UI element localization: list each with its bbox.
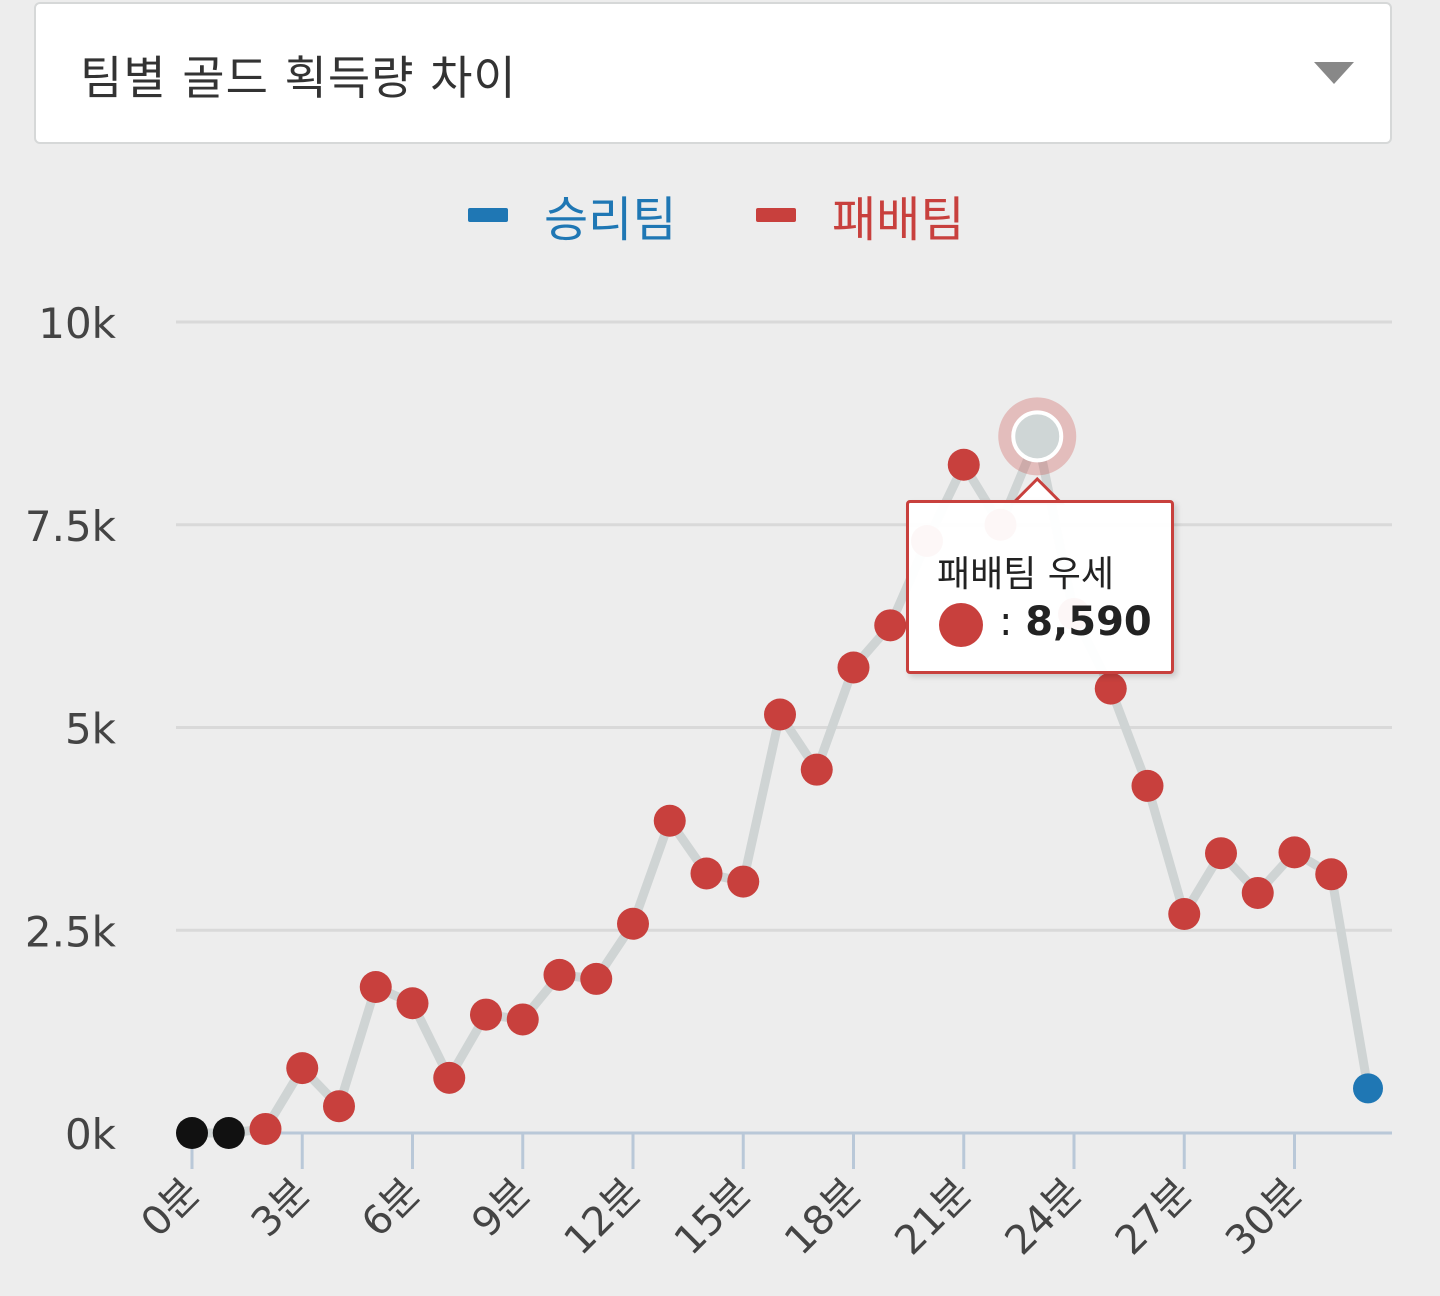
legend-swatch-lose — [756, 208, 796, 222]
data-point[interactable] — [323, 1090, 355, 1123]
data-point[interactable] — [947, 448, 980, 481]
data-point[interactable] — [543, 958, 576, 991]
x-tick-label: 21분 — [886, 1170, 981, 1265]
data-point[interactable] — [1353, 1073, 1383, 1104]
dropdown-selected-label: 팀별 골드 획득량 차이 — [80, 51, 517, 105]
data-point[interactable] — [506, 1003, 539, 1036]
data-point[interactable] — [396, 987, 429, 1020]
tooltip-series-dot — [939, 603, 983, 647]
data-point[interactable] — [359, 971, 392, 1004]
x-tick-label: 6분 — [353, 1170, 430, 1247]
chart-select-dropdown[interactable]: 팀별 골드 획득량 차이 — [34, 2, 1392, 144]
chart-tooltip: 패배팀 우세 : 8,590 — [906, 500, 1174, 674]
data-point[interactable] — [764, 698, 796, 731]
data-point[interactable] — [874, 609, 907, 642]
data-point-hovered[interactable] — [1011, 410, 1064, 463]
x-tick-label: 12분 — [556, 1170, 651, 1265]
x-tick-label: 3분 — [243, 1170, 320, 1247]
x-tick-label: 30분 — [1217, 1170, 1312, 1265]
data-point[interactable] — [433, 1061, 466, 1094]
tooltip-value-row: : 8,590 — [999, 599, 1152, 645]
legend-item-win[interactable]: 승리팀 — [468, 180, 676, 250]
x-tick-label: 15분 — [666, 1170, 761, 1265]
data-point[interactable] — [1278, 836, 1311, 869]
y-tick-label: 10k — [38, 299, 116, 348]
tooltip-value: 8,590 — [1025, 599, 1152, 645]
data-point[interactable] — [1131, 769, 1164, 802]
y-tick-label: 7.5k — [25, 502, 117, 551]
legend-label-lose: 패배팀 — [832, 192, 965, 248]
series-line — [192, 431, 1373, 1138]
data-point[interactable] — [1094, 672, 1127, 705]
chevron-down-icon[interactable] — [1314, 62, 1354, 84]
x-tick-label: 9분 — [463, 1170, 540, 1247]
x-tick-label: 0분 — [133, 1170, 210, 1247]
data-point[interactable] — [1205, 837, 1237, 870]
tooltip-separator: : — [999, 599, 1013, 645]
data-point[interactable] — [249, 1112, 282, 1145]
data-point[interactable] — [1168, 898, 1201, 931]
data-point[interactable] — [1241, 876, 1274, 909]
data-point[interactable] — [176, 1117, 208, 1149]
y-tick-label: 0k — [65, 1110, 117, 1159]
data-point[interactable] — [212, 1117, 245, 1149]
chart-legend: 승리팀 패배팀 — [0, 180, 1440, 250]
y-tick-label: 2.5k — [25, 907, 117, 956]
legend-item-lose[interactable]: 패배팀 — [756, 180, 964, 250]
data-point[interactable] — [617, 907, 649, 940]
legend-label-win: 승리팀 — [544, 192, 677, 248]
y-tick-label: 5k — [65, 705, 117, 754]
data-point[interactable] — [1315, 858, 1348, 891]
x-tick-label: 18분 — [776, 1170, 871, 1265]
legend-swatch-win — [468, 208, 508, 222]
data-point[interactable] — [653, 804, 686, 837]
tooltip-title: 패배팀 우세 — [937, 554, 1115, 595]
x-tick-label: 24분 — [997, 1170, 1092, 1265]
data-point[interactable] — [286, 1052, 319, 1085]
x-tick-label: 27분 — [1107, 1170, 1202, 1265]
data-point[interactable] — [470, 998, 502, 1031]
data-point[interactable] — [837, 651, 870, 684]
data-point[interactable] — [800, 753, 833, 786]
data-point[interactable] — [580, 962, 613, 995]
data-point[interactable] — [690, 857, 723, 890]
data-point[interactable] — [727, 865, 760, 898]
